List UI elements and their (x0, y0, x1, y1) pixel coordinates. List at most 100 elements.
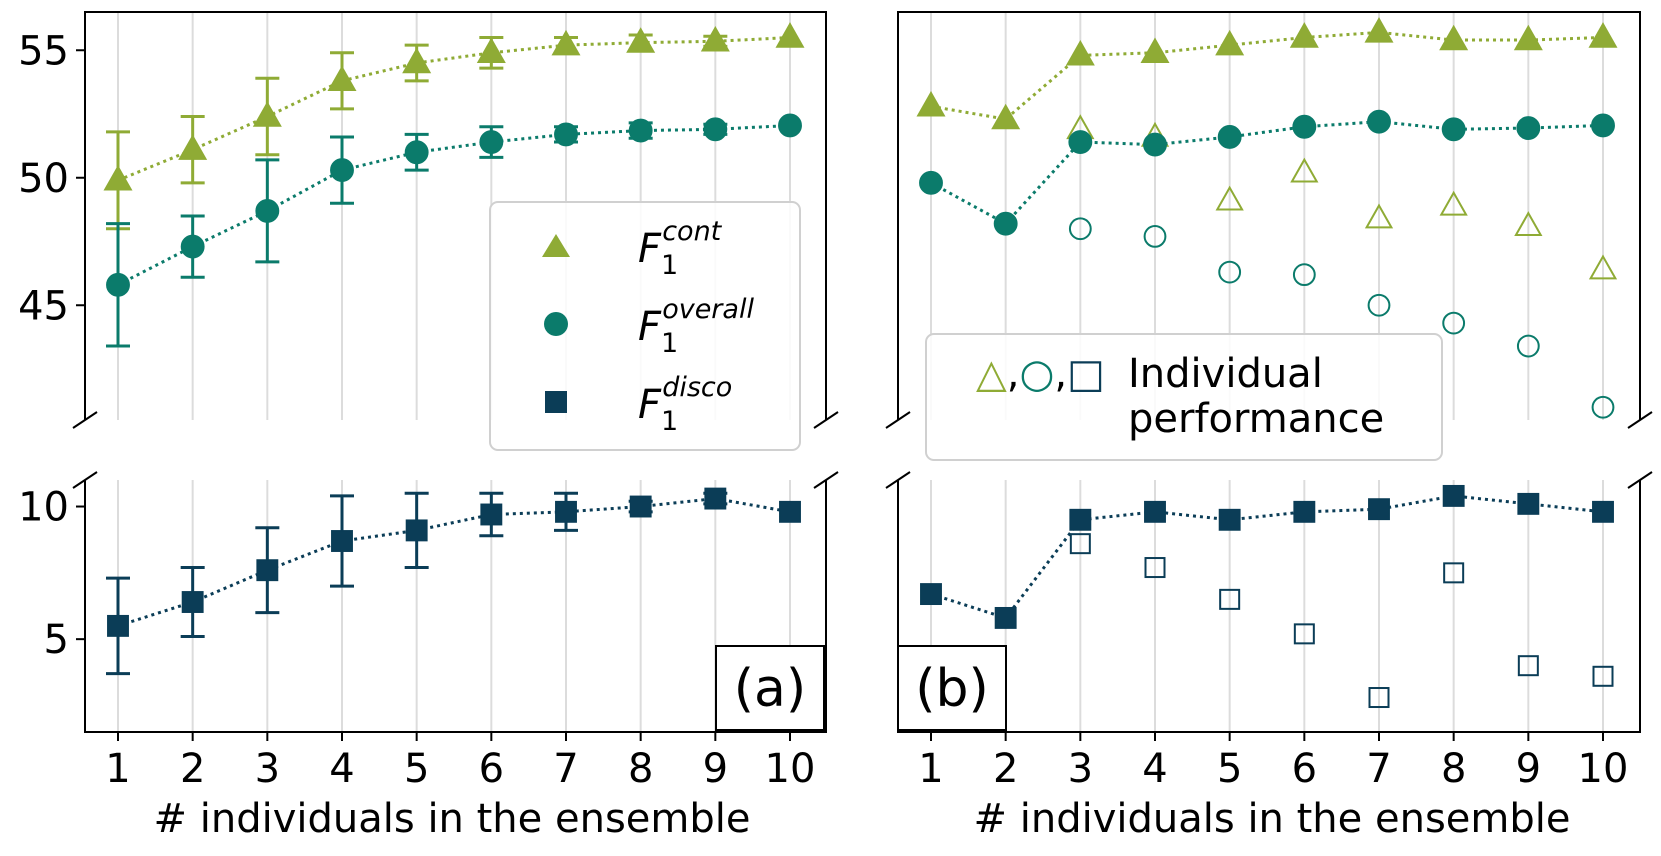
legend-disco-marker (545, 391, 567, 413)
point-a-cont-9 (700, 25, 730, 52)
point-a-overall-5 (404, 140, 429, 165)
legend-b-box (925, 333, 1443, 461)
individual-b-cont-6 (1290, 157, 1319, 183)
x-tick-label-0-9: 9 (703, 746, 728, 792)
x-tick-label-1-2: 2 (993, 746, 1018, 792)
point-a-overall-10 (778, 113, 802, 138)
point-b-cont-6 (1289, 22, 1319, 48)
point-b-overall-8 (1441, 117, 1466, 142)
legend-b-symbol-3: , (1054, 351, 1067, 397)
frame-upper-1 (897, 11, 1641, 420)
panel-label-b: (b) (897, 645, 1007, 731)
individual-b-overall-7 (1367, 293, 1391, 317)
legend-b: △,○,□ Individual performance (925, 333, 1443, 461)
point-a-overall-6 (479, 130, 504, 154)
legend-b-symbol-0: △ (976, 351, 1007, 397)
individual-b-disco-7 (1368, 687, 1390, 709)
x-tick-label-0-6: 6 (479, 746, 504, 792)
individual-b-disco-6 (1293, 623, 1315, 645)
x-tick-label-1-7: 7 (1366, 746, 1391, 792)
x-tick-label-1-5: 5 (1217, 746, 1242, 792)
point-b-overall-2 (993, 211, 1018, 236)
point-a-disco-4 (331, 530, 353, 552)
point-b-cont-10 (1588, 22, 1618, 48)
y-tick-label-lower-10: 10 (18, 485, 69, 531)
individual-b-disco-8 (1443, 562, 1465, 584)
legend-b-symbols: △,○,□ (976, 351, 1105, 397)
point-b-cont-2 (991, 103, 1021, 130)
point-b-overall-6 (1292, 114, 1317, 139)
individual-b-disco-9 (1517, 655, 1539, 677)
legend-disco-sup: disco (662, 372, 732, 403)
point-b-disco-3 (1069, 508, 1092, 531)
point-b-cont-5 (1215, 29, 1245, 56)
point-a-cont-1 (103, 164, 133, 191)
series-b-cont-line (930, 30, 1604, 121)
x-tick-label-1-9: 9 (1516, 746, 1541, 792)
individual-b-overall-9 (1516, 334, 1540, 358)
individual-b-disco-3 (1069, 533, 1091, 555)
point-a-cont-2 (178, 134, 208, 160)
point-b-cont-7 (1364, 17, 1394, 43)
individual-b-overall-6 (1292, 263, 1316, 287)
point-a-overall-8 (628, 118, 653, 143)
panel-label-a-box (715, 645, 825, 731)
break-lower-0-0 (72, 471, 98, 489)
legend-disco-main: F (638, 382, 662, 428)
y-tick-label-upper-45: 45 (18, 283, 69, 329)
individual-b-cont-5 (1215, 185, 1244, 211)
series-a-cont-line (117, 36, 791, 182)
legend-a-markers (542, 234, 570, 413)
legend-overall-main: F (638, 304, 662, 350)
x-axis-label-b: # individuals in the ensemble (974, 796, 1571, 842)
individual-b-overall-3 (1068, 217, 1092, 241)
break-lower-0-1 (813, 471, 839, 489)
series-b-disco-line (930, 494, 1604, 620)
frame-upper-0 (84, 11, 827, 420)
legend-b-line2: performance (1128, 396, 1384, 442)
x-axis-label-a: # individuals in the ensemble (154, 796, 751, 842)
x-tick-label-1-8: 8 (1441, 746, 1466, 792)
point-b-cont-9 (1513, 24, 1543, 51)
x-tick-label-1-1: 1 (918, 746, 943, 792)
point-b-disco-9 (1517, 492, 1540, 515)
data-layer (103, 17, 1618, 709)
x-tick-label-1-10: 10 (1578, 746, 1629, 792)
individual-b-overall-10 (1591, 395, 1615, 419)
legend-cont-marker (542, 234, 570, 257)
legend-b-line1: Individual (1128, 351, 1323, 397)
individual-b-disco-4 (1144, 557, 1166, 579)
individual-b-disco-5 (1219, 588, 1241, 610)
legend-cont-label: F1cont (638, 216, 723, 281)
point-a-disco-1 (107, 614, 129, 637)
point-b-overall-5 (1217, 125, 1242, 149)
point-a-overall-7 (554, 122, 578, 147)
point-b-disco-6 (1293, 500, 1316, 523)
legend-cont-main: F (638, 226, 662, 272)
point-b-disco-2 (994, 606, 1017, 629)
x-tick-label-1-3: 3 (1068, 746, 1093, 792)
frame-lower-1 (897, 480, 1641, 733)
break-lower-1-1 (1627, 471, 1653, 489)
legend-cont-sub: 1 (661, 250, 678, 281)
point-b-cont-1 (916, 91, 946, 117)
point-a-overall-2 (180, 234, 205, 259)
point-b-overall-9 (1516, 116, 1541, 140)
individual-b-cont-10 (1588, 254, 1618, 280)
panel-label-a-text: (a) (734, 659, 806, 719)
point-a-cont-5 (402, 47, 432, 74)
individual-b-cont-9 (1514, 211, 1543, 237)
individual-b-overall-5 (1218, 260, 1242, 284)
point-a-cont-7 (551, 29, 581, 56)
break-lower-1-0 (885, 471, 911, 489)
y-tick-label-lower-5: 5 (44, 617, 69, 663)
frame-lower-0 (84, 480, 827, 733)
point-b-cont-8 (1439, 24, 1469, 51)
panel-label-b-text: (b) (915, 659, 989, 719)
y-tick-label-upper-55: 55 (18, 28, 69, 74)
individual-b-cont-8 (1439, 190, 1468, 216)
x-tick-label-1-6: 6 (1292, 746, 1317, 792)
point-b-disco-8 (1442, 484, 1465, 507)
point-a-overall-9 (703, 117, 728, 142)
x-tick-label-0-3: 3 (255, 746, 280, 792)
